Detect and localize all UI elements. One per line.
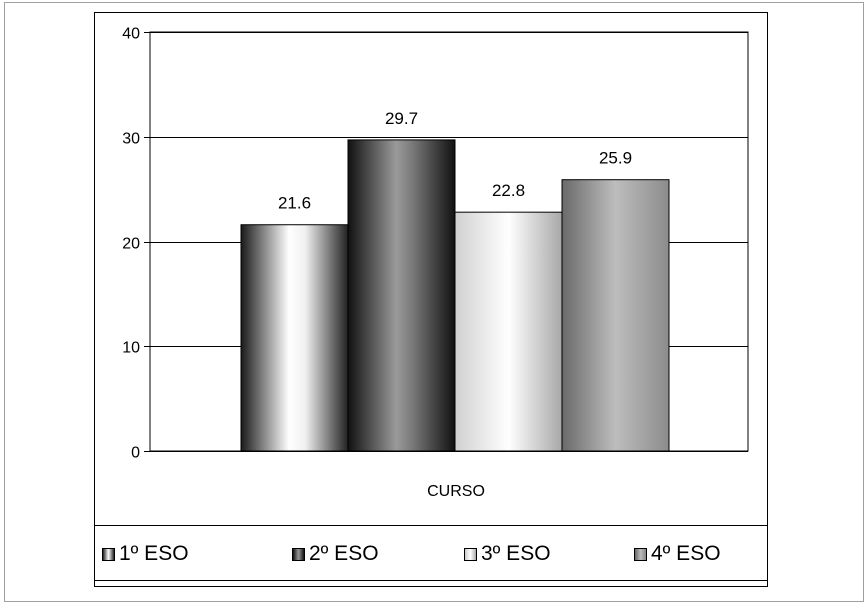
legend-swatch-icon [102, 547, 115, 561]
legend-item-1: 1º ESO [102, 542, 189, 566]
legend-separator-top [94, 525, 768, 526]
legend-item-3: 3º ESO [464, 542, 551, 566]
bar-2 [347, 139, 456, 452]
plot-area: 0 10 20 30 40 21.6 29.7 22.8 25.9 [122, 26, 749, 462]
data-label-3: 22.8 [492, 181, 525, 200]
legend-item-4: 4º ESO [634, 542, 721, 566]
x-axis-label: CURSO [427, 483, 485, 500]
data-label-1: 21.6 [278, 194, 311, 213]
legend-swatch-icon [292, 547, 305, 561]
legend: 1º ESO 2º ESO 3º ESO 4º ESO [94, 526, 768, 580]
data-label-4: 25.9 [599, 149, 632, 168]
legend-separator-bottom [94, 580, 768, 581]
legend-swatch-icon [634, 547, 647, 561]
bar-1 [240, 224, 349, 452]
legend-item-2: 2º ESO [292, 542, 379, 566]
legend-label: 4º ESO [651, 542, 721, 565]
bar-3 [454, 211, 563, 452]
legend-label: 1º ESO [119, 542, 189, 565]
data-label-2: 29.7 [385, 109, 418, 128]
y-tick-label-0: 0 [131, 445, 140, 462]
legend-label: 2º ESO [309, 542, 379, 565]
bar-4 [561, 179, 670, 452]
y-tick-label-40: 40 [122, 26, 140, 43]
legend-label: 3º ESO [481, 542, 551, 565]
y-tick-label-20: 20 [122, 236, 140, 253]
y-tick-label-10: 10 [122, 340, 140, 357]
legend-swatch-icon [464, 547, 477, 561]
y-tick-label-30: 30 [122, 131, 140, 148]
